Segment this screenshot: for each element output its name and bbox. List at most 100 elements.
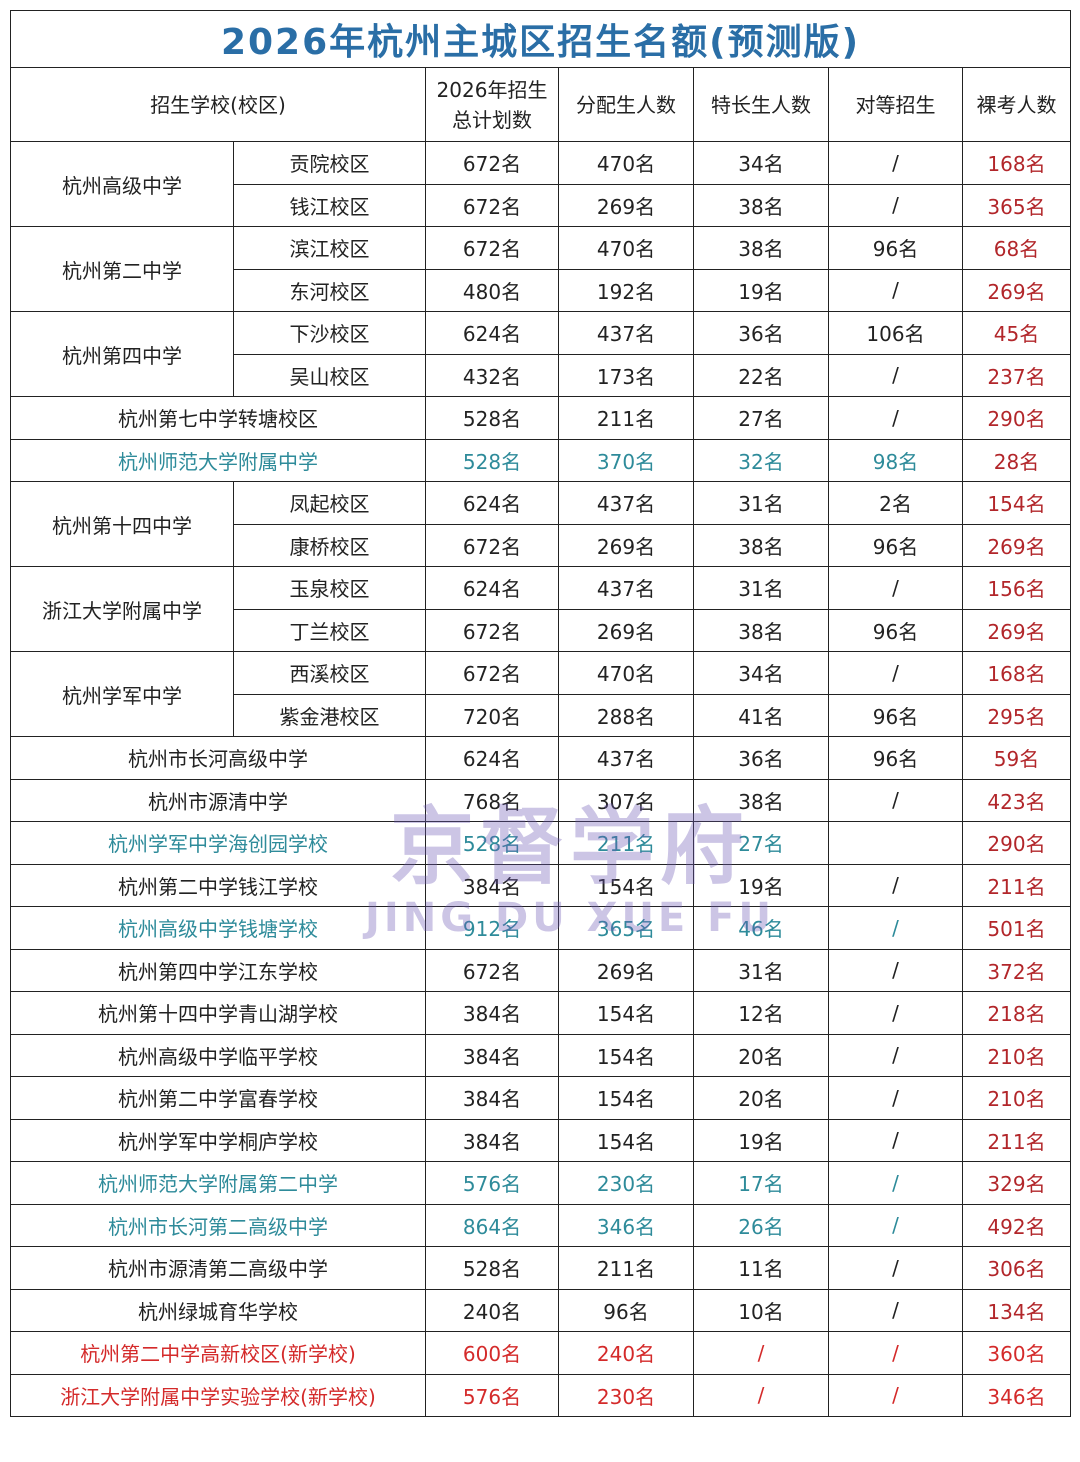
value-cell: 38名 bbox=[693, 226, 829, 270]
header-cell: 裸考人数 bbox=[962, 67, 1071, 142]
value-cell: 20名 bbox=[693, 1033, 829, 1077]
school-cell: 杭州市长河高级中学 bbox=[10, 736, 426, 780]
value-cell: 173名 bbox=[558, 353, 694, 397]
data-row: 杭州市源清中学 768名 307名 38名/423名 bbox=[10, 778, 1071, 822]
value-cell: / bbox=[828, 1118, 963, 1162]
value-cell: 307名 bbox=[558, 778, 694, 822]
value-cell: 269名 bbox=[962, 523, 1071, 567]
table-wrap: 2026年杭州主城区招生名额(预测版) 招生学校(校区) 2026年招生总计划数分… bbox=[10, 10, 1071, 1417]
value-cell: 672名 bbox=[425, 183, 559, 227]
data-row: 杭州学军中学桐庐学校 384名 154名 19名/211名 bbox=[10, 1118, 1071, 1162]
school-cell: 杭州市源清中学 bbox=[10, 778, 426, 822]
value-cell: 19名 bbox=[693, 1118, 829, 1162]
campus-cell: 紫金港校区 bbox=[233, 693, 426, 737]
data-row: 杭州第四中学江东学校 672名 269名 31名/372名 bbox=[10, 948, 1071, 992]
value-cell: 432名 bbox=[425, 353, 559, 397]
school-cell: 杭州绿城育华学校 bbox=[10, 1288, 426, 1332]
school-cell: 杭州学军中学桐庐学校 bbox=[10, 1118, 426, 1162]
data-row: 浙江大学附属中学实验学校(新学校) 576名 230名 //346名 bbox=[10, 1373, 1071, 1417]
value-cell: 240名 bbox=[558, 1331, 694, 1375]
value-cell: 437名 bbox=[558, 481, 694, 525]
value-cell: 237名 bbox=[962, 353, 1071, 397]
header-cell: 招生学校(校区) bbox=[10, 67, 426, 142]
value-cell: 269名 bbox=[558, 608, 694, 652]
value-cell: 912名 bbox=[425, 906, 559, 950]
value-cell: 106名 bbox=[828, 311, 963, 355]
value-cell: 437名 bbox=[558, 311, 694, 355]
value-cell: 168名 bbox=[962, 651, 1071, 695]
value-cell: 154名 bbox=[558, 991, 694, 1035]
value-cell: 11名 bbox=[693, 1246, 829, 1290]
school-cell: 杭州第二中学富春学校 bbox=[10, 1076, 426, 1120]
data-row: 杭州学军中学 西溪校区 672名 470名 34名/168名 bbox=[10, 651, 1071, 737]
value-cell: 36名 bbox=[693, 311, 829, 355]
school-cell: 杭州师范大学附属第二中学 bbox=[10, 1161, 426, 1205]
value-cell: 38名 bbox=[693, 778, 829, 822]
value-cell: 240名 bbox=[425, 1288, 559, 1332]
school-cell: 杭州第十四中学 bbox=[10, 481, 234, 567]
data-row: 杭州学军中学海创园学校 528名 211名 27名 290名 bbox=[10, 821, 1071, 865]
value-cell: 31名 bbox=[693, 948, 829, 992]
value-cell: 96名 bbox=[828, 523, 963, 567]
value-cell: 154名 bbox=[558, 1033, 694, 1077]
campus-cell: 滨江校区 bbox=[233, 226, 426, 270]
value-cell: 38名 bbox=[693, 523, 829, 567]
value-cell: 211名 bbox=[962, 863, 1071, 907]
value-cell: 290名 bbox=[962, 396, 1071, 440]
value-cell: 437名 bbox=[558, 736, 694, 780]
title: 2026年杭州主城区招生名额(预测版) bbox=[10, 10, 1071, 68]
value-cell: 96名 bbox=[558, 1288, 694, 1332]
school-cell: 杭州市长河第二高级中学 bbox=[10, 1203, 426, 1247]
value-cell: 528名 bbox=[425, 438, 559, 482]
value-cell: 27名 bbox=[693, 821, 829, 865]
value-cell: 437名 bbox=[558, 566, 694, 610]
value-cell: / bbox=[828, 1331, 963, 1375]
value-cell: 156名 bbox=[962, 566, 1071, 610]
value-cell: 672名 bbox=[425, 141, 559, 185]
value-cell: / bbox=[828, 353, 963, 397]
data-row: 杭州第四中学 下沙校区 624名 437名 36名 106名 45名 bbox=[10, 311, 1071, 397]
value-cell: 36名 bbox=[693, 736, 829, 780]
value-cell: / bbox=[828, 1076, 963, 1120]
value-cell: 600名 bbox=[425, 1331, 559, 1375]
school-cell: 杭州第四中学江东学校 bbox=[10, 948, 426, 992]
school-cell: 浙江大学附属中学实验学校(新学校) bbox=[10, 1373, 426, 1417]
value-cell: 624名 bbox=[425, 481, 559, 525]
value-cell: 96名 bbox=[828, 693, 963, 737]
data-row: 东河校区 480名 192名 19名/269名 bbox=[11, 268, 1071, 312]
school-cell: 杭州市源清第二高级中学 bbox=[10, 1246, 426, 1290]
value-cell: 384名 bbox=[425, 991, 559, 1035]
data-row: 杭州高级中学 贡院校区 672名 470名 34名/168名 bbox=[10, 141, 1071, 227]
data-row: 丁兰校区 672名 269名 38名 96名 269名 bbox=[11, 608, 1071, 652]
value-cell: / bbox=[828, 778, 963, 822]
value-cell: 269名 bbox=[558, 523, 694, 567]
value-cell: / bbox=[828, 991, 963, 1035]
school-cell: 杭州学军中学海创园学校 bbox=[10, 821, 426, 865]
value-cell: / bbox=[828, 1246, 963, 1290]
campus-cell: 东河校区 bbox=[233, 268, 426, 312]
value-cell: 269名 bbox=[558, 948, 694, 992]
value-cell: 470名 bbox=[558, 226, 694, 270]
table-body: 杭州高级中学 贡院校区 672名 470名 34名/168名 钱江校区 672名 269名 38… bbox=[10, 141, 1071, 1417]
value-cell: 154名 bbox=[558, 1118, 694, 1162]
school-cell: 杭州高级中学临平学校 bbox=[10, 1033, 426, 1077]
school-cell: 杭州第七中学转塘校区 bbox=[10, 396, 426, 440]
school-cell: 杭州第二中学高新校区(新学校) bbox=[10, 1331, 426, 1375]
value-cell: 295名 bbox=[962, 693, 1071, 737]
value-cell: 41名 bbox=[693, 693, 829, 737]
value-cell: 528名 bbox=[425, 821, 559, 865]
enrollment-table: 2026年杭州主城区招生名额(预测版) 招生学校(校区) 2026年招生总计划数分… bbox=[10, 10, 1071, 1417]
value-cell: 365名 bbox=[962, 183, 1071, 227]
value-cell: 211名 bbox=[558, 1246, 694, 1290]
campus-cell: 吴山校区 bbox=[233, 353, 426, 397]
value-cell: 20名 bbox=[693, 1076, 829, 1120]
value-cell: 672名 bbox=[425, 226, 559, 270]
value-cell: 10名 bbox=[693, 1288, 829, 1332]
value-cell: / bbox=[693, 1331, 829, 1375]
data-row: 浙江大学附属中学 玉泉校区 624名 437名 31名/156名 bbox=[10, 566, 1071, 652]
value-cell: 384名 bbox=[425, 1076, 559, 1120]
data-row: 杭州市长河高级中学 624名 437名 36名 96名 59名 bbox=[10, 736, 1071, 780]
value-cell: 672名 bbox=[425, 608, 559, 652]
value-cell: 470名 bbox=[558, 141, 694, 185]
value-cell: 576名 bbox=[425, 1161, 559, 1205]
